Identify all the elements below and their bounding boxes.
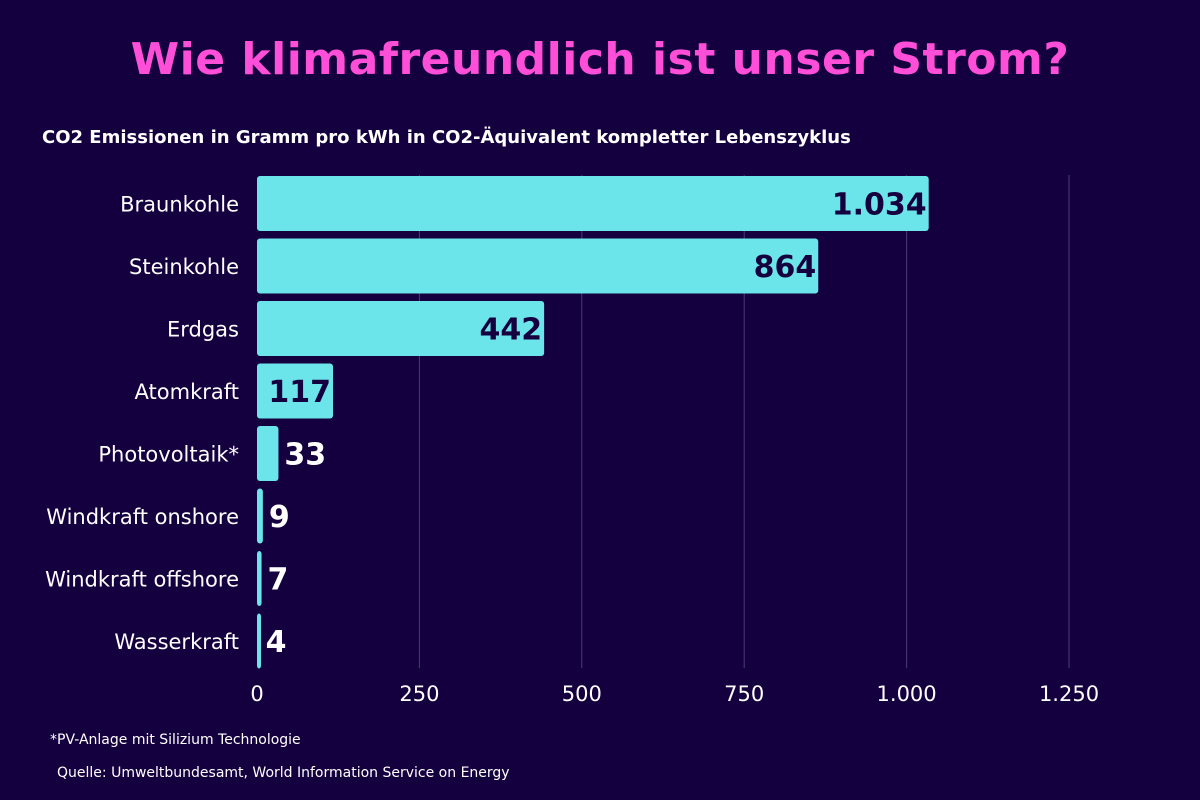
category-label: Windkraft onshore: [46, 505, 239, 529]
category-label: Wasserkraft: [114, 630, 239, 654]
x-tick-label: 750: [724, 682, 764, 706]
data-label: 1.034: [832, 188, 927, 223]
x-tick-label: 1.250: [1039, 682, 1099, 706]
x-tick-label: 250: [399, 682, 439, 706]
footnote: *PV-Anlage mit Silizium Technologie: [50, 732, 301, 748]
bar-chart: 0 250 500 750 1.000 1.250 Braunkohle 1.034 Stein…: [45, 175, 1099, 706]
data-label: 4: [266, 625, 287, 660]
bar: [257, 613, 261, 669]
category-label: Erdgas: [167, 318, 239, 342]
data-label: 9: [269, 500, 290, 535]
category-label: Steinkohle: [129, 255, 239, 279]
category-label: Atomkraft: [135, 380, 239, 404]
category-label: Photovoltaik*: [98, 443, 239, 467]
x-tick-label: 1.000: [877, 682, 937, 706]
chart-title: Wie klimafreundlich ist unser Strom?: [130, 34, 1070, 85]
data-label: 117: [268, 375, 331, 410]
bar: [257, 238, 819, 294]
bar: [257, 301, 545, 356]
category-label: Braunkohle: [120, 193, 239, 217]
data-label: 442: [479, 313, 542, 348]
source-note: Quelle: Umweltbundesamt, World Informati…: [57, 765, 510, 781]
data-label: 33: [284, 438, 326, 473]
bar: [257, 426, 279, 481]
data-label: 864: [754, 250, 817, 285]
category-label: Windkraft offshore: [45, 568, 239, 592]
x-tick-label: 500: [562, 682, 602, 706]
bar: [257, 551, 262, 606]
bar: [257, 176, 929, 231]
data-label: 7: [268, 563, 289, 598]
x-tick-label: 0: [250, 682, 263, 706]
chart-subtitle: CO2 Emissionen in Gramm pro kWh in CO2-Ä…: [42, 127, 851, 148]
bar: [257, 363, 334, 419]
bar: [257, 488, 263, 544]
